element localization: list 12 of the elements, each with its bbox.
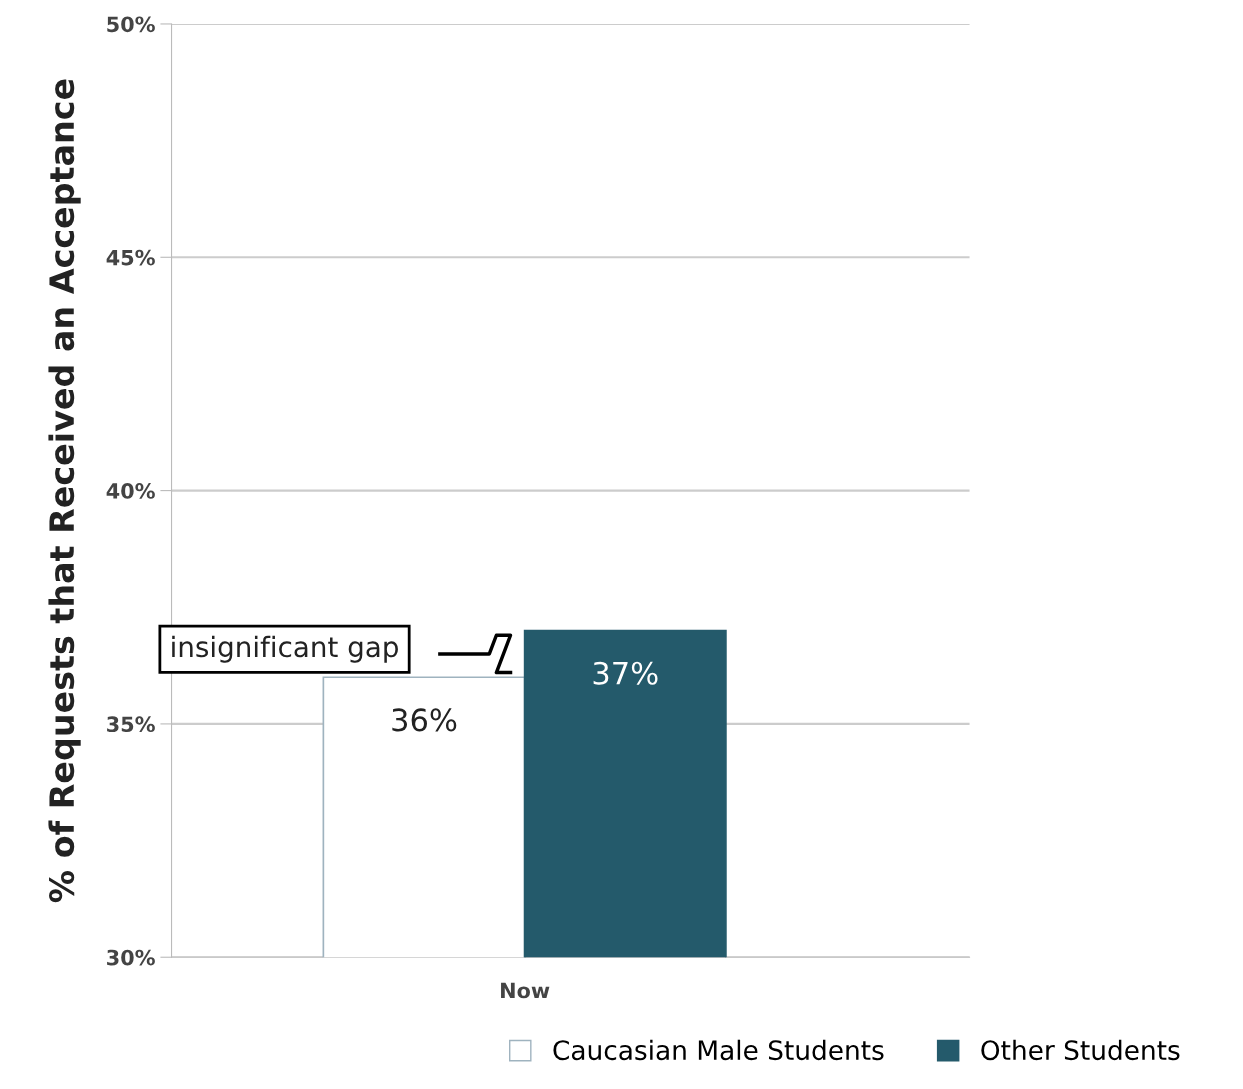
annotation: insignificant gap <box>172 635 398 663</box>
y-tick-label: 35% <box>107 716 155 733</box>
data-label: 37% <box>593 661 658 685</box>
y-tick-label: 30% <box>107 949 155 966</box>
y-tick-label: 45% <box>106 249 155 266</box>
legend-label: Other Students <box>981 1039 1180 1061</box>
legend-label: Caucasian Male Students <box>553 1039 884 1061</box>
y-tick-label: 40% <box>106 483 155 499</box>
y-tick-label: 50% <box>107 16 155 33</box>
y-axis-title: % of Requests that Received an Acceptance <box>48 79 81 903</box>
x-tick-label: Now <box>501 982 550 999</box>
data-label: 36% <box>392 708 457 732</box>
